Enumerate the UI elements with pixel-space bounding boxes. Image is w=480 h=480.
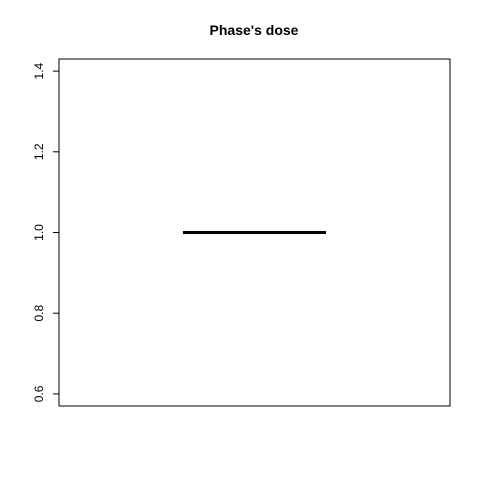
y-tick-label: 1.2 bbox=[32, 143, 46, 160]
y-tick-label: 1.0 bbox=[32, 224, 46, 241]
chart-title: Phase's dose bbox=[210, 22, 299, 38]
y-axis: 0.6 0.8 1.0 1.2 1.4 bbox=[32, 62, 59, 402]
y-tick-label: 1.4 bbox=[32, 62, 46, 79]
y-tick-label: 0.8 bbox=[32, 305, 46, 322]
y-tick-label: 0.6 bbox=[32, 385, 46, 402]
